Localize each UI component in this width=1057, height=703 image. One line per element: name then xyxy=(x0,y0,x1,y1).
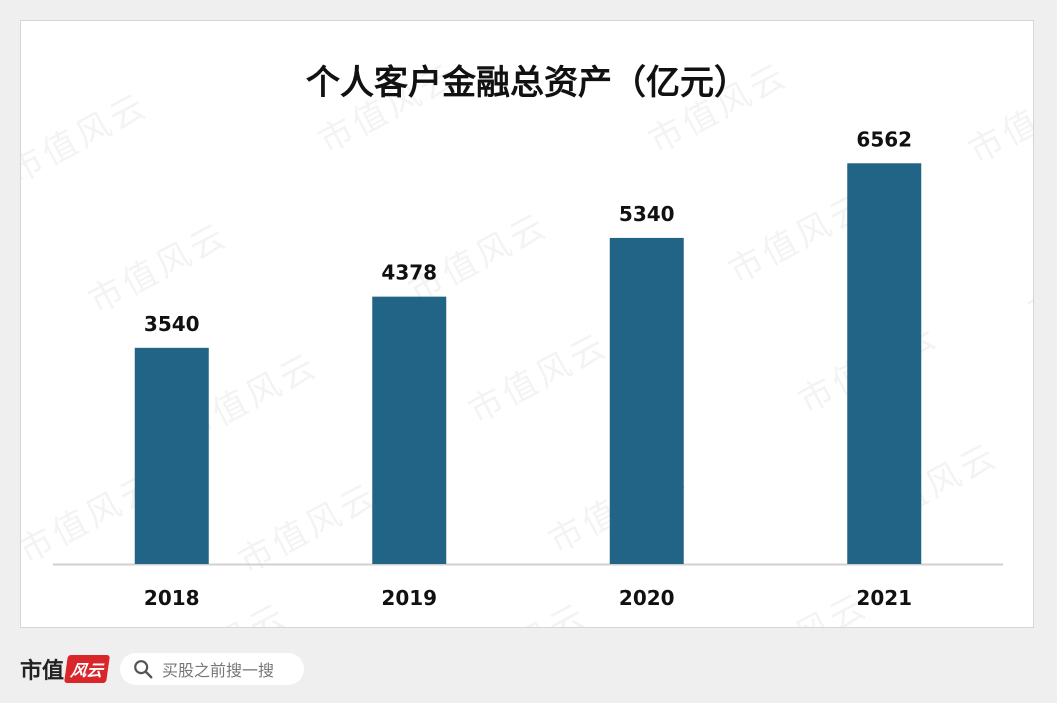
footer: 市值 风云 买股之前搜一搜 xyxy=(20,650,305,688)
chart-title: 个人客户金融总资产（亿元） xyxy=(306,63,748,103)
brand-text: 市值 xyxy=(20,658,65,684)
x-tick-label-2021: 2021 xyxy=(856,586,912,610)
bar-2021 xyxy=(847,163,922,565)
x-tick-label-2019: 2019 xyxy=(381,586,437,610)
data-label-2019: 4378 xyxy=(381,261,437,285)
search-box[interactable]: 买股之前搜一搜 xyxy=(120,653,305,685)
bar-chart: 3540 2018 4378 2019 5340 2020 6562 2021 xyxy=(53,127,1003,610)
chart-card: 市值风云市值风云市值风云市值风云市值风云市值风云市值风云市值风云市值风云市值风云… xyxy=(20,20,1034,628)
data-label-2021: 6562 xyxy=(856,127,912,151)
search-placeholder: 买股之前搜一搜 xyxy=(162,661,275,680)
bar-2018 xyxy=(134,347,209,564)
brand-logo[interactable]: 市值 风云 xyxy=(20,653,110,685)
search-icon xyxy=(134,660,153,679)
bar-2020 xyxy=(609,237,684,565)
x-tick-label-2020: 2020 xyxy=(619,586,675,610)
brand-badge: 风云 xyxy=(64,655,110,683)
x-tick-label-2018: 2018 xyxy=(144,586,200,610)
data-label-2020: 5340 xyxy=(619,202,675,226)
bar-2019 xyxy=(372,296,447,564)
data-label-2018: 3540 xyxy=(144,312,200,336)
